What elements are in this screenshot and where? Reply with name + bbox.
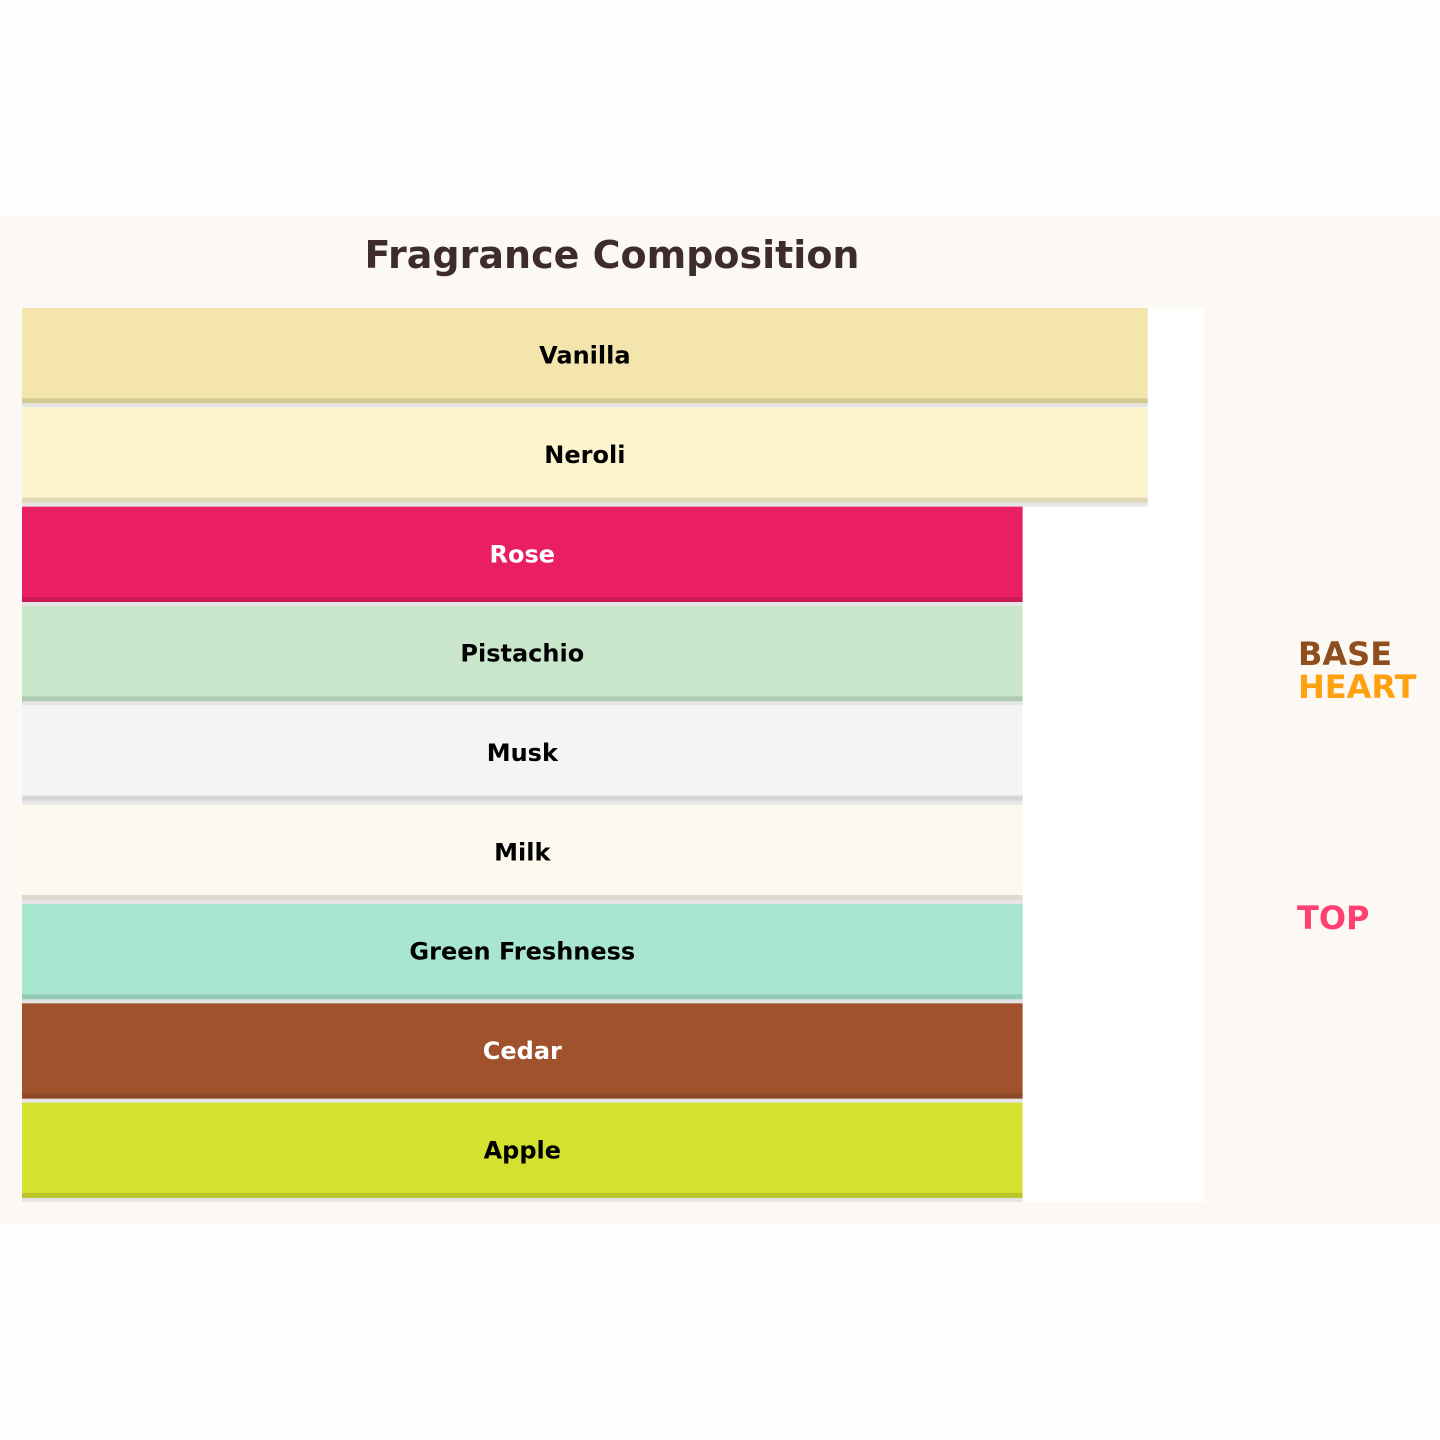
bar-label: Rose <box>490 540 556 568</box>
bar-label: Green Freshness <box>409 938 635 966</box>
bar-shadow <box>22 502 1148 507</box>
bar-label: Vanilla <box>539 342 630 370</box>
bar-label: Musk <box>487 739 559 767</box>
bar-label: Pistachio <box>460 640 584 668</box>
legend-label-top: TOP <box>1297 899 1369 937</box>
bar-edge <box>22 994 1023 1000</box>
figure: Fragrance Composition Vanilla Neroli Rose P… <box>0 216 1440 1224</box>
bar <box>22 705 1023 801</box>
legend-label-heart: HEART <box>1298 668 1417 706</box>
bar <box>22 1102 1023 1198</box>
bar-shadow <box>22 602 1023 606</box>
chart-svg: Fragrance Composition Vanilla Neroli Rose P… <box>22 233 1417 1202</box>
bar-edge <box>22 497 1148 503</box>
bar <box>22 407 1148 503</box>
bar-shadow <box>22 900 1023 904</box>
bar-label: Milk <box>494 838 551 866</box>
bar-edge <box>22 398 1148 404</box>
bar-shadow <box>22 800 1023 805</box>
bar <box>22 308 1148 404</box>
bar-shadow <box>22 999 1023 1004</box>
bar-edge <box>22 1093 1023 1099</box>
bar <box>22 804 1023 900</box>
bar-label: Neroli <box>544 441 625 469</box>
bar-edge <box>22 795 1023 801</box>
bar-edge <box>22 597 1023 602</box>
bar <box>22 1003 1023 1099</box>
bar-edge <box>22 895 1023 900</box>
bar-shadow <box>22 403 1148 408</box>
chart-title: Fragrance Composition <box>365 233 860 277</box>
bar-shadow <box>22 1098 1023 1103</box>
bar-label: Apple <box>484 1136 561 1164</box>
bar <box>22 606 1023 702</box>
legend-label-base: BASE <box>1298 635 1392 673</box>
bar-edge <box>22 696 1023 702</box>
bar-shadow <box>22 701 1023 706</box>
bar-edge <box>22 1193 1023 1198</box>
bar-shadow <box>22 1198 1023 1202</box>
bar <box>22 506 1023 602</box>
bar <box>22 904 1023 1000</box>
bar-label: Cedar <box>483 1037 562 1065</box>
